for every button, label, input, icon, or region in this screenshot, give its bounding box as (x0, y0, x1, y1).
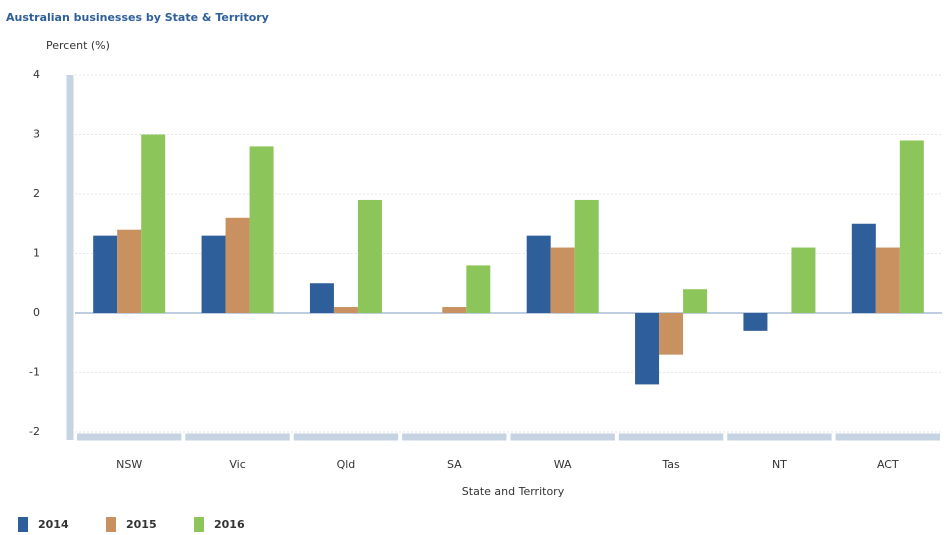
bar (743, 313, 768, 331)
bar (333, 307, 358, 313)
y-tick-label: 4 (33, 68, 40, 81)
bar (357, 199, 382, 313)
bar (851, 223, 876, 313)
bar (791, 247, 816, 313)
y-tick-label: 1 (33, 247, 40, 260)
bar (93, 235, 118, 313)
x-tick-label: NT (772, 458, 787, 471)
bar (899, 140, 924, 313)
legend-swatch (194, 517, 204, 532)
y-axis-title: Percent (%) (46, 39, 110, 52)
x-axis-title: State and Territory (462, 485, 565, 498)
chart-title: Australian businesses by State & Territo… (6, 11, 269, 24)
legend-swatch (18, 517, 28, 532)
legend-label: 2014 (38, 518, 69, 531)
y-tick-label: 0 (33, 306, 40, 319)
x-tick-label: Vic (229, 458, 245, 471)
x-tick-label: NSW (116, 458, 142, 471)
y-tick-label: -2 (29, 425, 40, 438)
bar (574, 199, 599, 313)
legend-swatch (106, 517, 116, 532)
bar (550, 247, 575, 313)
x-tick-label: WA (554, 458, 572, 471)
bar (875, 247, 900, 313)
bar (635, 313, 660, 385)
y-tick-label: 2 (33, 187, 40, 200)
y-tick-label: 3 (33, 128, 40, 141)
bar (466, 265, 491, 313)
bar (117, 229, 142, 313)
bar (442, 307, 467, 313)
bar (249, 146, 274, 313)
x-tick-label: Qld (337, 458, 356, 471)
legend-label: 2016 (214, 518, 245, 531)
x-tick-label: ACT (877, 458, 899, 471)
bar (141, 134, 166, 313)
bar (225, 217, 250, 313)
x-tick-label: Tas (661, 458, 680, 471)
bar (309, 283, 334, 313)
bar (526, 235, 551, 313)
legend-label: 2015 (126, 518, 157, 531)
y-tick-label: -1 (29, 366, 40, 379)
bar (659, 313, 684, 355)
bar (683, 289, 708, 313)
bar (201, 235, 226, 313)
x-tick-label: SA (447, 458, 462, 471)
